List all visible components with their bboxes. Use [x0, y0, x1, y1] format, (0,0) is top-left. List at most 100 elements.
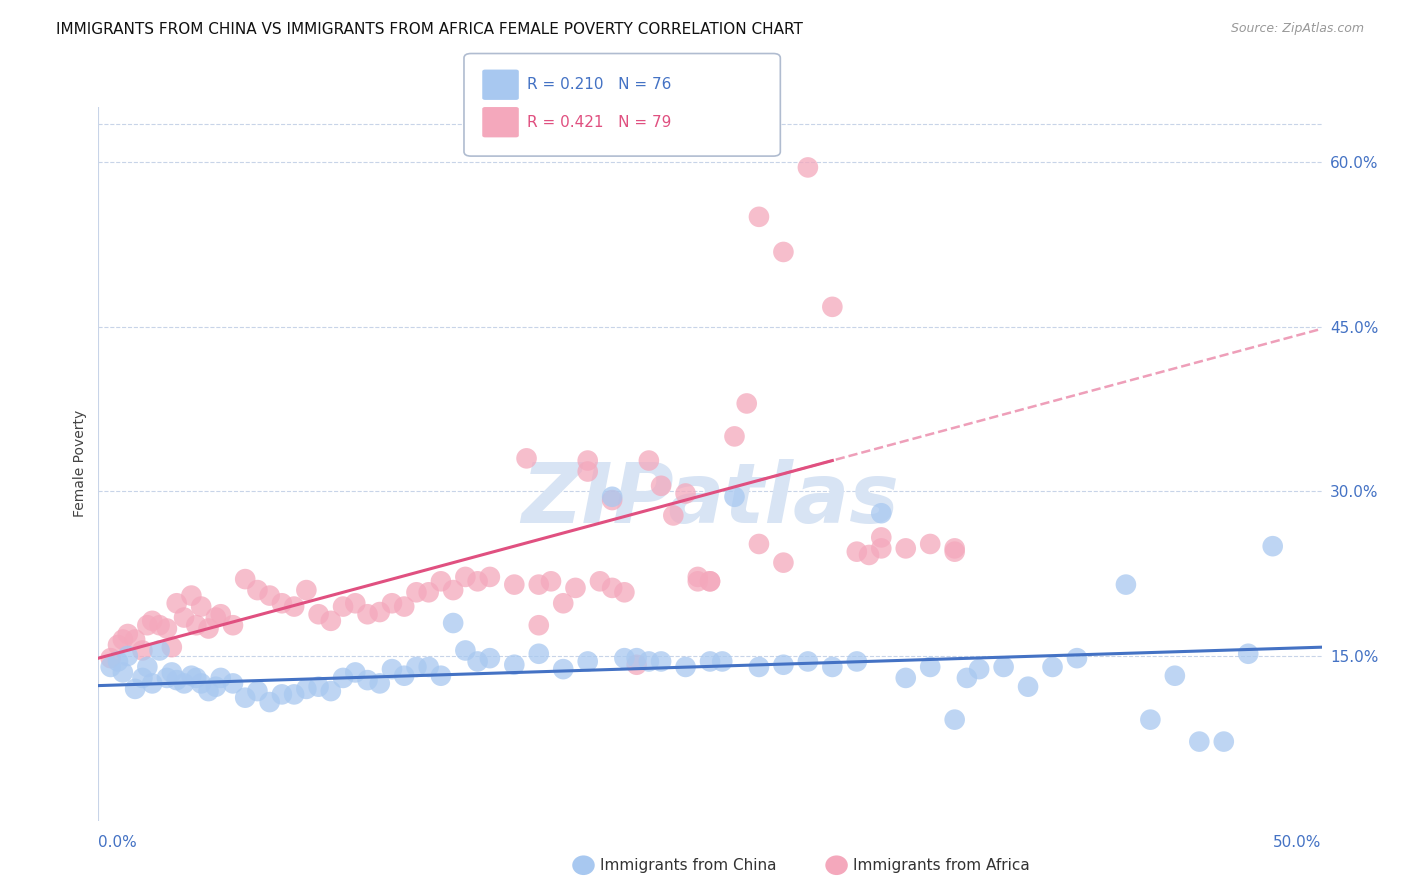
Point — [527, 577, 550, 591]
Point — [699, 655, 721, 669]
Point — [180, 669, 202, 683]
Point — [748, 537, 770, 551]
Y-axis label: Female Poverty: Female Poverty — [73, 410, 87, 517]
Text: 0.0%: 0.0% — [98, 836, 138, 850]
Point — [246, 684, 269, 698]
Point — [821, 660, 844, 674]
Point — [381, 596, 404, 610]
Point — [209, 607, 232, 622]
Point — [797, 161, 820, 175]
Point — [405, 660, 427, 674]
Point — [141, 614, 163, 628]
Point — [381, 662, 404, 676]
Point — [943, 541, 966, 556]
Point — [1115, 577, 1137, 591]
Point — [894, 671, 917, 685]
Point — [920, 537, 942, 551]
Point — [332, 599, 354, 614]
Point — [858, 548, 880, 562]
Point — [467, 574, 489, 589]
Text: Immigrants from Africa: Immigrants from Africa — [853, 858, 1031, 872]
Point — [870, 506, 893, 520]
Point — [1066, 651, 1088, 665]
Text: Source: ZipAtlas.com: Source: ZipAtlas.com — [1230, 22, 1364, 36]
Point — [205, 680, 228, 694]
Point — [527, 647, 550, 661]
Point — [117, 627, 139, 641]
Point — [589, 574, 612, 589]
Point — [156, 622, 179, 636]
Point — [772, 657, 794, 672]
Point — [527, 618, 550, 632]
Point — [270, 687, 294, 701]
Point — [772, 244, 794, 259]
Point — [283, 599, 305, 614]
Point — [600, 490, 623, 504]
Point — [638, 453, 661, 467]
Point — [797, 655, 820, 669]
Point — [454, 643, 477, 657]
Point — [1261, 539, 1284, 553]
Point — [186, 618, 208, 632]
Point — [920, 660, 942, 674]
Point — [967, 662, 990, 676]
Point — [205, 610, 228, 624]
Point — [430, 669, 453, 683]
Point — [156, 671, 179, 685]
Point — [124, 632, 146, 647]
Point — [553, 662, 575, 676]
Point — [870, 541, 893, 556]
Point — [270, 596, 294, 610]
Point — [209, 671, 232, 685]
Point — [259, 695, 281, 709]
Point — [626, 651, 648, 665]
Point — [308, 680, 330, 694]
Point — [626, 657, 648, 672]
Point — [1139, 713, 1161, 727]
Point — [699, 574, 721, 589]
Point — [1212, 734, 1234, 748]
Point — [686, 570, 709, 584]
Point — [1017, 680, 1039, 694]
Point — [686, 574, 709, 589]
Point — [723, 429, 745, 443]
Point — [515, 451, 537, 466]
Point — [222, 676, 245, 690]
Point — [131, 643, 153, 657]
Point — [1164, 669, 1187, 683]
Text: Immigrants from China: Immigrants from China — [600, 858, 778, 872]
Point — [295, 583, 318, 598]
Point — [173, 676, 195, 690]
Point — [441, 615, 464, 630]
Point — [478, 570, 501, 584]
Point — [613, 651, 636, 665]
Point — [166, 596, 188, 610]
Point — [368, 605, 391, 619]
Point — [711, 655, 734, 669]
Point — [418, 585, 440, 599]
Point — [638, 655, 661, 669]
Point — [356, 673, 378, 687]
Point — [344, 665, 367, 680]
Point — [821, 300, 844, 314]
Point — [441, 583, 464, 598]
Point — [233, 572, 256, 586]
Point — [166, 673, 188, 687]
Point — [748, 210, 770, 224]
Point — [136, 618, 159, 632]
Point — [160, 665, 183, 680]
Point — [467, 655, 489, 669]
Point — [564, 581, 586, 595]
Point — [845, 655, 868, 669]
Point — [141, 676, 163, 690]
Point — [540, 574, 562, 589]
Point — [246, 583, 269, 598]
Point — [283, 687, 305, 701]
Point — [748, 660, 770, 674]
Point — [295, 681, 318, 696]
Text: IMMIGRANTS FROM CHINA VS IMMIGRANTS FROM AFRICA FEMALE POVERTY CORRELATION CHART: IMMIGRANTS FROM CHINA VS IMMIGRANTS FROM… — [56, 22, 803, 37]
Point — [136, 660, 159, 674]
Point — [222, 618, 245, 632]
Point — [356, 607, 378, 622]
Point — [576, 655, 599, 669]
